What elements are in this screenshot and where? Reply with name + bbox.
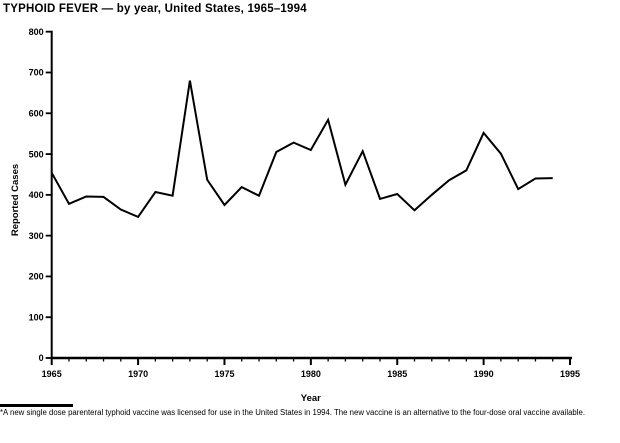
y-tick-label: 500 [29, 149, 44, 159]
y-axis-title: Reported Cases [10, 164, 21, 236]
y-tick-label: 100 [29, 312, 44, 322]
y-tick-label: 800 [29, 27, 44, 37]
x-axis-title: Year [301, 393, 321, 404]
chart-title: TYPHOID FEVER — by year, United States, … [3, 3, 307, 15]
footnote-rule [0, 404, 73, 407]
data-line [50, 80, 553, 219]
footnote: *A new single dose parenteral typhoid va… [0, 404, 618, 418]
y-tick-label: 600 [29, 108, 44, 118]
y-tick-label: 700 [29, 68, 44, 78]
footnote-body: A new single dose parenteral typhoid vac… [3, 408, 585, 417]
y-tick-label: 400 [29, 190, 44, 200]
x-tick-label: 1980 [301, 369, 321, 379]
y-tick-label: 0 [39, 353, 44, 363]
footnote-marker: * [0, 408, 4, 417]
x-tick-label: 1970 [128, 369, 148, 379]
x-tick-label: 1995 [560, 369, 580, 379]
y-tick-label: 200 [29, 272, 44, 282]
footnote-text: *A new single dose parenteral typhoid va… [0, 408, 618, 418]
x-tick-label: 1990 [474, 369, 494, 379]
y-tick-label: 300 [29, 231, 44, 241]
x-tick-label: 1975 [214, 369, 234, 379]
x-tick-label: 1965 [42, 369, 62, 379]
x-tick-label: 1985 [387, 369, 407, 379]
